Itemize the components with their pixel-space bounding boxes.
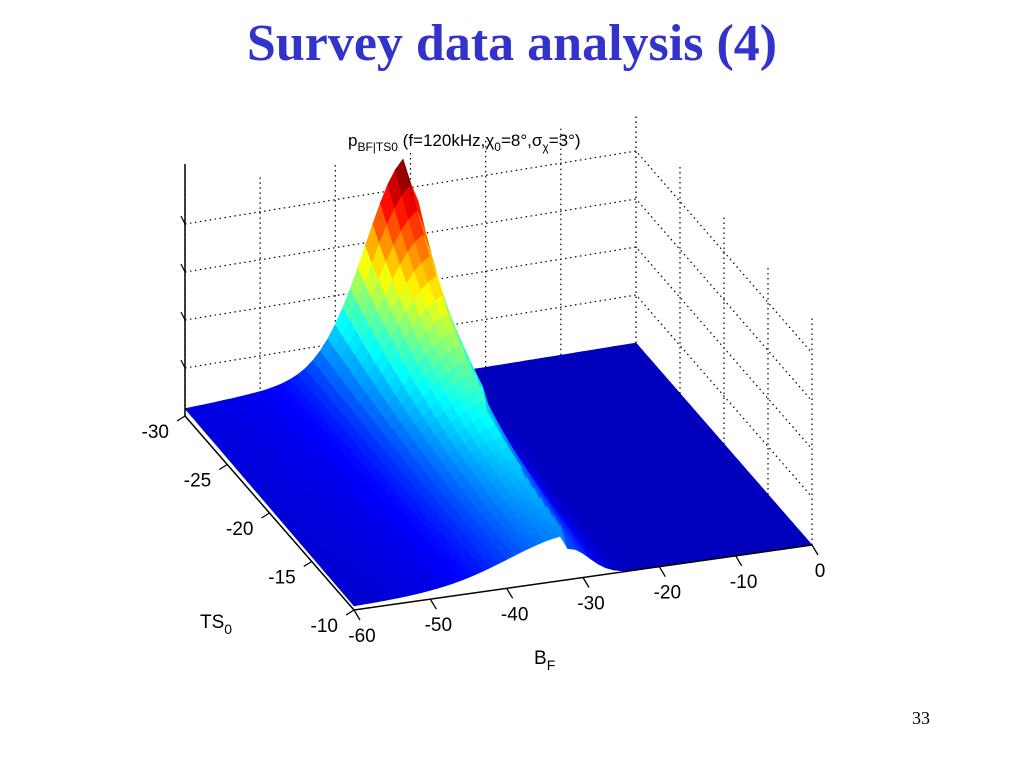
y-tick-mark <box>218 463 228 471</box>
x-tick-mark <box>506 587 514 599</box>
x-tick-label: 0 <box>815 561 826 582</box>
z-tick-mark <box>180 263 186 273</box>
chart-title: pBF|TS0 (f=120kHz,χ0=8°,σχ=3°) <box>348 131 581 154</box>
x-tick-label: -30 <box>577 594 604 615</box>
y-tick-mark <box>345 609 355 616</box>
z-tick-mark <box>180 311 186 321</box>
y-tick-label: -30 <box>142 422 169 443</box>
y-tick-label: -20 <box>226 519 253 540</box>
z-tick-mark <box>180 359 186 369</box>
y-tick-mark <box>176 415 186 422</box>
y-tick-label: -10 <box>311 616 338 637</box>
x-tick-mark <box>658 566 666 578</box>
z-grid-line <box>184 198 813 402</box>
x-tick-mark <box>429 598 437 610</box>
x-tick-mark <box>582 577 590 588</box>
z-tick-mark <box>180 215 186 225</box>
x-tick-mark <box>811 544 819 556</box>
slide-title: Survey data analysis (4) <box>246 15 778 72</box>
slide-number: 33 <box>912 708 930 728</box>
surface-cell <box>576 544 591 560</box>
y-axis-label: TS0 <box>200 612 232 637</box>
z-grid-line <box>184 246 813 450</box>
z-grid-line <box>184 294 813 498</box>
x-tick-labels: -60 -50 -40 -30 -20 -10 0 <box>348 561 825 647</box>
x-tick-label: -20 <box>654 583 681 604</box>
y-tick-mark <box>261 512 270 519</box>
x-tick-mark <box>353 609 361 621</box>
x-tick-label: -50 <box>425 615 452 636</box>
y-tick-label: -25 <box>184 471 211 492</box>
x-tick-label: -40 <box>501 604 528 625</box>
axes <box>176 164 819 621</box>
surface-mesh <box>184 158 813 607</box>
surface-plot: -60 -50 -40 -30 -20 -10 0 -30 -25 -20 -15 -10 pBF|… <box>142 115 825 673</box>
x-axis-label: BF <box>534 648 555 673</box>
x-tick-label: -10 <box>730 572 757 593</box>
y-tick-label: -15 <box>268 568 295 589</box>
x-tick-label: -60 <box>348 626 375 647</box>
y-tick-labels: -30 -25 -20 -15 -10 <box>142 422 338 637</box>
y-tick-mark <box>303 560 313 568</box>
z-grid-line <box>184 150 813 354</box>
x-tick-mark <box>735 555 743 567</box>
